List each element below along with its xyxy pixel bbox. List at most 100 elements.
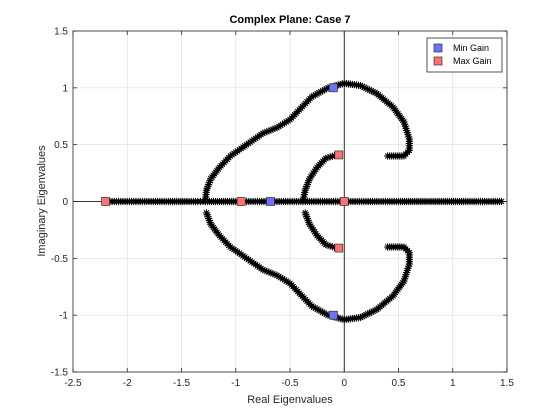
- locus-point: [324, 311, 332, 319]
- series-1: [266, 83, 338, 320]
- locus-point: [360, 83, 368, 91]
- locus-point: [303, 180, 311, 189]
- locus-point: [261, 266, 269, 275]
- locus-point: [308, 93, 316, 101]
- locus-point: [203, 184, 211, 192]
- locus-point: [205, 216, 213, 225]
- y-tick-labels: -1.5 -1 -0.5 0 0.5 1 1.5: [51, 27, 69, 379]
- locus-point: [384, 152, 392, 160]
- locus-point: [367, 87, 375, 95]
- y-tick-label: -1.5: [51, 368, 69, 379]
- locus-point: [271, 124, 279, 133]
- locus-point: [334, 81, 342, 89]
- x-tick-label: 0.5: [392, 378, 406, 389]
- locus-point: [263, 267, 271, 275]
- y-tick-label: 0.5: [54, 140, 68, 151]
- marker-max-gain: [101, 197, 110, 206]
- locus-point: [206, 177, 214, 185]
- locus-point: [206, 218, 214, 226]
- locus-point: [356, 81, 365, 90]
- locus-point: [309, 303, 318, 311]
- chart-title: Complex Plane: Case 7: [229, 14, 350, 26]
- locus-point: [204, 213, 212, 221]
- x-tick-label: -2: [123, 378, 132, 389]
- locus-point: [277, 274, 285, 282]
- locus-point: [313, 90, 321, 98]
- legend-swatch: [433, 56, 443, 66]
- locus-point: [384, 243, 392, 251]
- locus-point: [204, 182, 212, 190]
- locus-point: [265, 127, 273, 135]
- locus-point: [261, 128, 269, 137]
- locus-point: [303, 214, 311, 223]
- locus-point: [280, 276, 289, 284]
- locus-point: [265, 268, 273, 276]
- locus-point: [318, 87, 327, 95]
- locus-point: [202, 186, 211, 194]
- locus-point: [369, 307, 377, 315]
- locus-point: [400, 118, 408, 126]
- locus-point: [317, 88, 325, 96]
- x-tick-label: -0.5: [281, 378, 299, 389]
- locus-point: [328, 243, 336, 251]
- locus-point: [401, 273, 409, 281]
- ticks: [72, 30, 508, 373]
- locus-point: [267, 269, 275, 277]
- locus-point: [275, 122, 283, 131]
- x-tick-label: -2.5: [64, 378, 82, 389]
- locus-point: [326, 242, 334, 250]
- locus-point: [259, 129, 267, 137]
- x-tick-label: 1.5: [500, 378, 514, 389]
- locus-point: [322, 85, 330, 93]
- y-tick-label: -1: [59, 311, 68, 322]
- legend-swatch: [433, 43, 443, 53]
- locus-point: [401, 122, 409, 130]
- locus-point: [304, 178, 312, 187]
- locus-point: [371, 89, 379, 97]
- locus-point: [322, 241, 330, 249]
- locus-point: [267, 126, 275, 134]
- locus-point: [365, 86, 374, 94]
- locus-point: [362, 311, 370, 319]
- locus-point: [317, 307, 325, 315]
- locus-point: [365, 309, 374, 317]
- x-axis-label: Real Eigenvalues: [247, 394, 333, 406]
- locus-point: [358, 312, 366, 321]
- locus-point: [328, 152, 336, 160]
- locus-point: [497, 197, 506, 206]
- marker-max-gain: [236, 197, 246, 206]
- locus-point: [302, 184, 310, 192]
- locus-point: [358, 82, 366, 91]
- locus-point: [336, 314, 344, 323]
- legend-entry: Max Gain: [453, 56, 492, 66]
- locus-point: [277, 121, 285, 129]
- locus-point: [205, 178, 213, 187]
- locus-point: [303, 213, 311, 221]
- locus-point: [301, 209, 309, 217]
- locus-point: [326, 153, 334, 161]
- locus-point: [334, 314, 342, 322]
- locus-point: [282, 118, 290, 126]
- locus-point: [324, 241, 332, 249]
- y-axis-label: Imaginary Eigenvalues: [36, 145, 48, 257]
- locus-point: [336, 80, 344, 89]
- locus-point: [308, 302, 316, 310]
- locus-point: [320, 86, 328, 94]
- locus-point: [402, 124, 410, 132]
- locus-point: [322, 154, 330, 162]
- marker-max-gain: [334, 150, 344, 160]
- locus-point: [205, 214, 213, 223]
- locus-point: [313, 305, 321, 313]
- y-tick-label: 0: [62, 197, 68, 208]
- locus-point: [404, 131, 412, 139]
- locus-point: [400, 277, 408, 285]
- locus-point: [360, 312, 368, 320]
- locus-point: [315, 89, 323, 97]
- locus-point: [315, 306, 323, 314]
- locus-point: [269, 125, 277, 133]
- locus-point: [322, 310, 330, 318]
- legend-entry: Min Gain: [453, 43, 489, 53]
- locus-point: [401, 275, 409, 283]
- marker-min-gain: [329, 310, 338, 320]
